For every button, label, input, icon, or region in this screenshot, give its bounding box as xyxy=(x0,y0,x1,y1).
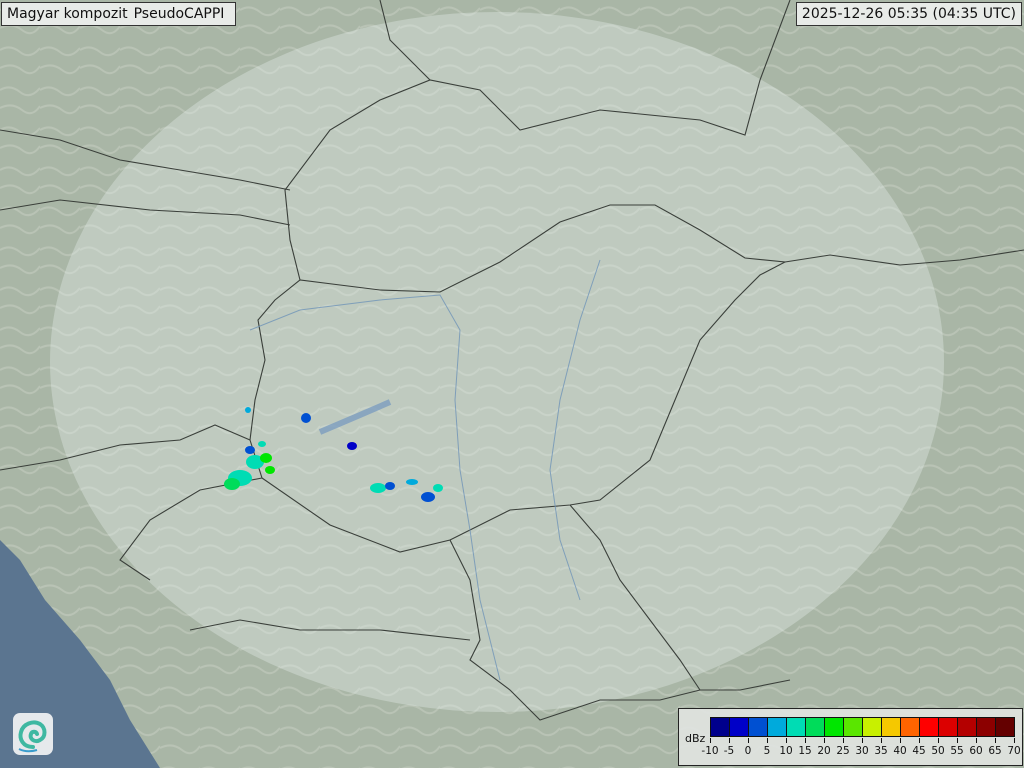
legend-tick-label: 20 xyxy=(817,745,831,757)
legend-tick-mark xyxy=(862,738,863,743)
legend-tick-label: 40 xyxy=(893,745,907,757)
radar-echo xyxy=(370,483,386,493)
legend-swatch xyxy=(882,718,901,736)
country-borders xyxy=(0,0,1024,721)
radar-echo xyxy=(421,492,435,502)
legend-swatch xyxy=(901,718,920,736)
legend-tick-label: 70 xyxy=(1007,745,1021,757)
legend-tick-mark xyxy=(919,738,920,743)
radar-coverage-area xyxy=(50,12,944,712)
radar-echo xyxy=(347,442,357,450)
legend-swatch xyxy=(844,718,863,736)
legend-tick-label: 25 xyxy=(836,745,850,757)
legend-tick-label: -10 xyxy=(701,745,719,757)
radar-echo xyxy=(246,455,264,469)
legend-swatch xyxy=(768,718,787,736)
legend-tick-mark xyxy=(957,738,958,743)
legend-color-bar xyxy=(710,717,1015,737)
legend-swatch xyxy=(825,718,844,736)
legend-tick-mark xyxy=(881,738,882,743)
legend-tick-mark xyxy=(843,738,844,743)
adriatic-sea xyxy=(0,540,160,768)
legend-unit: dBz xyxy=(685,732,706,745)
legend-tick-label: 45 xyxy=(912,745,926,757)
legend-tick-mark xyxy=(900,738,901,743)
product-title: Magyar kompozit PseudoCAPPI xyxy=(1,2,237,26)
legend-tick-mark xyxy=(995,738,996,743)
timestamp: 2025-12-26 05:35 (04:35 UTC) xyxy=(795,2,1022,26)
legend-swatch xyxy=(958,718,977,736)
radar-echo xyxy=(265,466,275,474)
radar-echo xyxy=(385,482,395,490)
legend-ticks: -10 -5 0 5 10 15 20 25 30 35 40 45 50 55 60 65 70 xyxy=(701,738,1021,762)
swirl-logo-icon[interactable] xyxy=(13,713,53,755)
legend-tick-label: 30 xyxy=(855,745,869,757)
legend-swatch xyxy=(920,718,939,736)
legend-swatch xyxy=(730,718,749,736)
radar-echo xyxy=(224,478,240,490)
radar-echo xyxy=(301,413,311,423)
title-composite: Magyar kompozit xyxy=(7,6,128,22)
legend-tick-label: 55 xyxy=(950,745,964,757)
title-product: PseudoCAPPI xyxy=(133,6,225,22)
legend-swatch xyxy=(749,718,768,736)
legend-tick-mark xyxy=(1014,738,1015,743)
legend-tick-label: 50 xyxy=(931,745,945,757)
legend-tick-mark xyxy=(976,738,977,743)
legend-swatch xyxy=(863,718,882,736)
radar-echo xyxy=(245,446,255,454)
legend-tick-label: 10 xyxy=(779,745,793,757)
radar-echo xyxy=(260,453,272,463)
legend-swatch xyxy=(939,718,958,736)
legend-tick-mark xyxy=(824,738,825,743)
legend-tick-label: 60 xyxy=(969,745,983,757)
radar-echo xyxy=(245,407,251,413)
radar-echo xyxy=(406,479,418,485)
legend-swatch xyxy=(996,718,1014,736)
legend-tick-mark xyxy=(748,738,749,743)
radar-echoes xyxy=(224,407,443,502)
dbz-legend: dBz -10 -5 0 5 10 15 20 25 30 35 40 45 50 55 60 65 70 xyxy=(678,708,1023,766)
legend-tick-mark xyxy=(938,738,939,743)
legend-tick-label: 35 xyxy=(874,745,888,757)
legend-tick-label: 65 xyxy=(988,745,1002,757)
legend-tick-label: 15 xyxy=(798,745,812,757)
legend-swatch xyxy=(806,718,825,736)
legend-tick-label: -5 xyxy=(723,745,735,757)
legend-tick-mark xyxy=(805,738,806,743)
rivers xyxy=(249,259,601,681)
legend-swatch xyxy=(977,718,996,736)
legend-swatch xyxy=(787,718,806,736)
radar-echo xyxy=(258,441,266,447)
radar-echo xyxy=(433,484,443,492)
legend-tick-mark xyxy=(710,738,711,743)
legend-tick-label: 0 xyxy=(744,745,752,757)
legend-swatch xyxy=(711,718,730,736)
legend-tick-mark xyxy=(729,738,730,743)
legend-tick-mark xyxy=(786,738,787,743)
legend-tick-label: 5 xyxy=(763,745,771,757)
legend-tick-mark xyxy=(767,738,768,743)
